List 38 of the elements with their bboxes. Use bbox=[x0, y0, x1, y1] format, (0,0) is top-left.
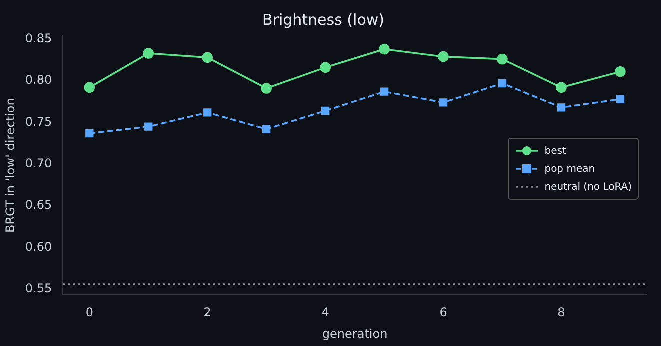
point bbox=[438, 51, 449, 62]
point bbox=[321, 106, 330, 116]
x-tick-label: 0 bbox=[86, 306, 94, 320]
point bbox=[86, 129, 94, 138]
legend-label: neutral (no LoRA) bbox=[544, 182, 632, 192]
legend-label: best bbox=[544, 146, 566, 156]
y-tick-label: 0.70 bbox=[25, 156, 52, 170]
point bbox=[380, 88, 389, 96]
point bbox=[498, 79, 507, 88]
point bbox=[84, 82, 96, 94]
point bbox=[320, 62, 331, 74]
point bbox=[497, 54, 508, 65]
x-tick-label: 6 bbox=[440, 306, 448, 320]
x-axis-title: generation bbox=[322, 326, 388, 341]
y-tick-label: 0.80 bbox=[25, 73, 52, 88]
point bbox=[556, 82, 567, 94]
x-tick-label: 2 bbox=[204, 306, 212, 320]
point bbox=[262, 125, 271, 134]
point bbox=[557, 104, 566, 112]
y-tick-label: 0.65 bbox=[25, 198, 52, 212]
legend-label: pop mean bbox=[544, 164, 596, 174]
point bbox=[204, 108, 212, 117]
point bbox=[261, 83, 272, 94]
y-tick-label: 0.85 bbox=[25, 31, 52, 46]
y-tick-label: 0.60 bbox=[25, 240, 52, 254]
y-tick-label: 0.55 bbox=[25, 281, 52, 296]
point bbox=[615, 66, 626, 78]
y-axis-title: BRGT in 'low' direction bbox=[3, 98, 18, 234]
point bbox=[144, 122, 153, 131]
x-tick-label: 4 bbox=[322, 306, 330, 320]
point bbox=[616, 95, 625, 104]
x-tick-label: 8 bbox=[558, 306, 566, 320]
point bbox=[143, 48, 154, 59]
chart-title: Brightness (low) bbox=[262, 10, 384, 29]
point bbox=[439, 98, 448, 107]
y-tick-label: 0.75 bbox=[25, 114, 52, 129]
point bbox=[379, 44, 390, 55]
point bbox=[202, 52, 214, 64]
